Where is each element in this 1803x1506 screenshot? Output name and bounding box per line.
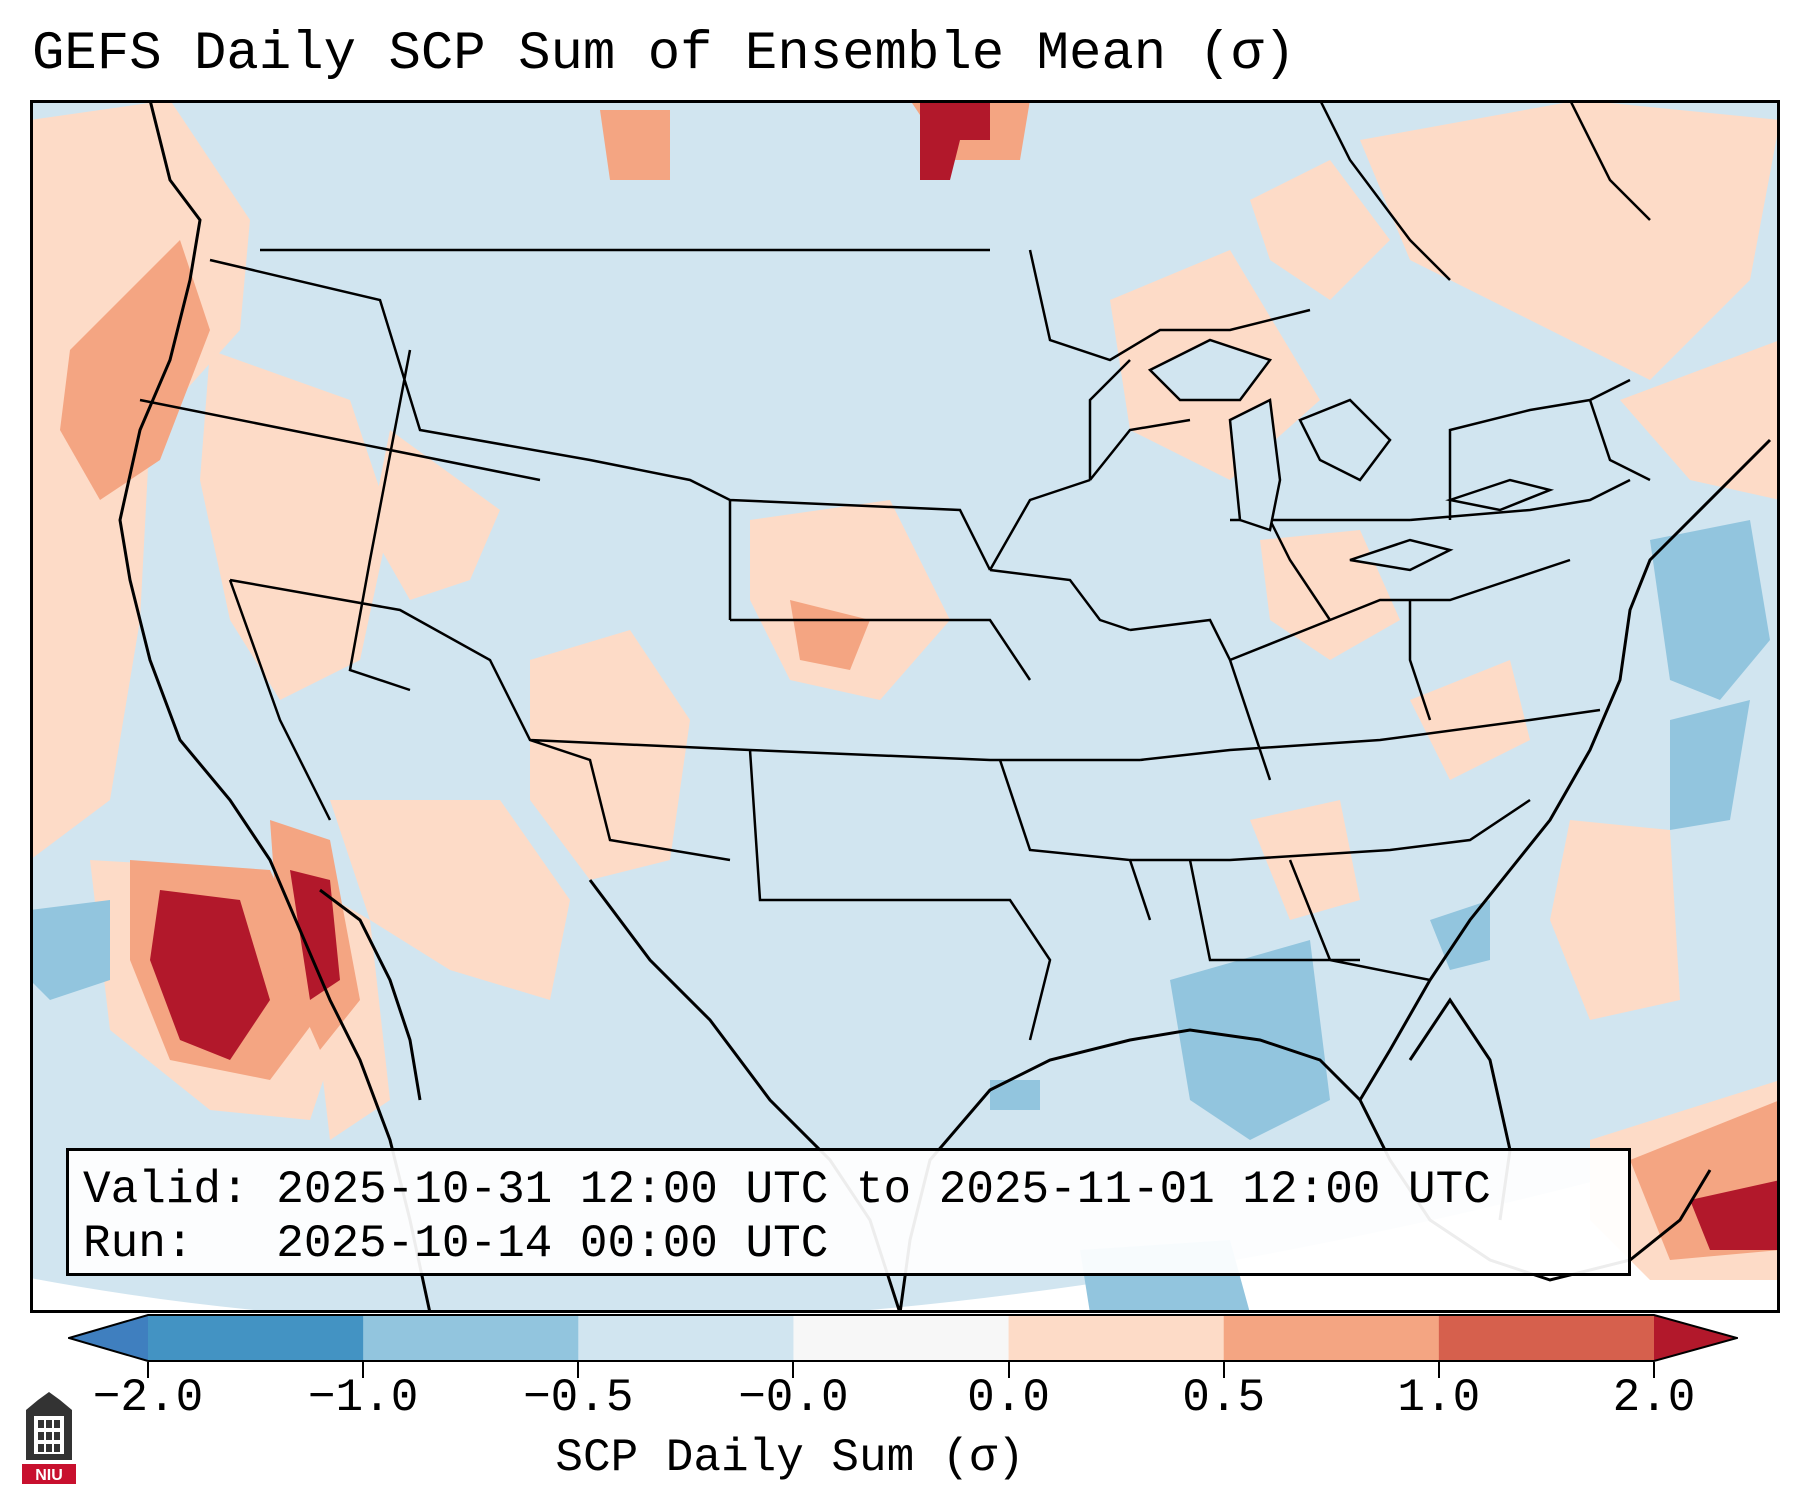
- valid-time-box: Valid: 2025-10-31 12:00 UTC to 2025-11-0…: [66, 1148, 1631, 1276]
- colorbar-segment: [1654, 1315, 1737, 1361]
- colorbar-tick-label: 1.0: [1397, 1372, 1481, 1424]
- colorbar-tick: [1653, 1362, 1655, 1378]
- colorbar-segment: [1223, 1315, 1440, 1361]
- niu-logo: NIU: [22, 1392, 76, 1484]
- colorbar-tick: [792, 1362, 795, 1378]
- map-frame: [30, 100, 1780, 1313]
- coastline: [118, 100, 1772, 1313]
- colorbar-segment: [363, 1315, 579, 1361]
- colorbar-tick-label: 0.5: [1182, 1372, 1266, 1424]
- anomaly-fields-strong: [150, 100, 1780, 1250]
- colorbar-segment: [1008, 1315, 1225, 1361]
- colorbar-tick-label: 2.0: [1612, 1372, 1696, 1424]
- colorbar-tick: [147, 1362, 149, 1378]
- colorbar-tick: [1437, 1362, 1440, 1378]
- colorbar-segment: [1438, 1315, 1655, 1361]
- colorbar-tick-label: −2.0: [92, 1372, 204, 1424]
- map-panel: [30, 100, 1780, 1313]
- valid-time-text: Valid: 2025-10-31 12:00 UTC to 2025-11-0…: [83, 1164, 1491, 1216]
- colorbar: [68, 1314, 1738, 1362]
- colorbar-tick-label: −0.0: [738, 1372, 849, 1424]
- run-time-text: Run: 2025-10-14 00:00 UTC: [83, 1218, 829, 1270]
- colorbar-tick-label: −1.0: [307, 1372, 419, 1424]
- political-borders: [139, 100, 1651, 1041]
- colorbar-tick: [362, 1362, 365, 1378]
- svg-text:NIU: NIU: [35, 1467, 63, 1484]
- colorbar-tick-label: 0.0: [967, 1372, 1050, 1424]
- chart-title: GEFS Daily SCP Sum of Ensemble Mean (σ): [32, 24, 1296, 85]
- colorbar-tick: [1222, 1362, 1225, 1378]
- colorbar-outline: [68, 1314, 1738, 1362]
- colorbar-segment: [148, 1315, 364, 1361]
- colorbar-segment: [578, 1315, 794, 1361]
- colorbar-tick: [1007, 1362, 1010, 1378]
- colorbar-tick-label: −0.5: [523, 1372, 634, 1424]
- colorbar-tick: [577, 1362, 580, 1378]
- great-lakes: [1147, 338, 1555, 572]
- colorbar-segment: [793, 1315, 1010, 1361]
- colorbar-segment: [69, 1315, 148, 1361]
- colorbar-label: SCP Daily Sum (σ): [555, 1432, 1025, 1484]
